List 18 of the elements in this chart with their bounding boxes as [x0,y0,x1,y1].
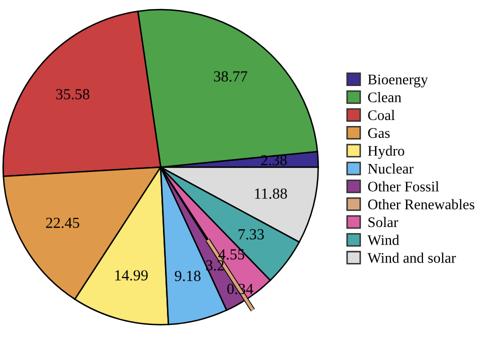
legend-label: Nuclear [368,163,414,174]
legend-label: Wind [368,234,400,246]
legend-label: Wind and solar [368,252,456,263]
legend-label: Solar [368,216,398,228]
data-label: 7.33 [238,229,264,240]
legend-label: Gas [368,128,390,138]
legend-label: Other Fossil [368,181,439,192]
data-label: 11.88 [255,188,287,199]
legend-label: Other Renewables [368,199,474,210]
legend-label: Coal [368,110,395,120]
legend-label: Hydro [368,146,404,159]
legend-label: Clean [368,92,402,102]
data-label: 14.99 [115,270,148,281]
data-label: 22.45 [46,218,80,228]
data-label: 9.18 [174,270,201,282]
data-label: 38.77 [214,71,248,82]
legend-label: Bioenergy [368,74,428,88]
data-label: 35.58 [56,89,90,100]
